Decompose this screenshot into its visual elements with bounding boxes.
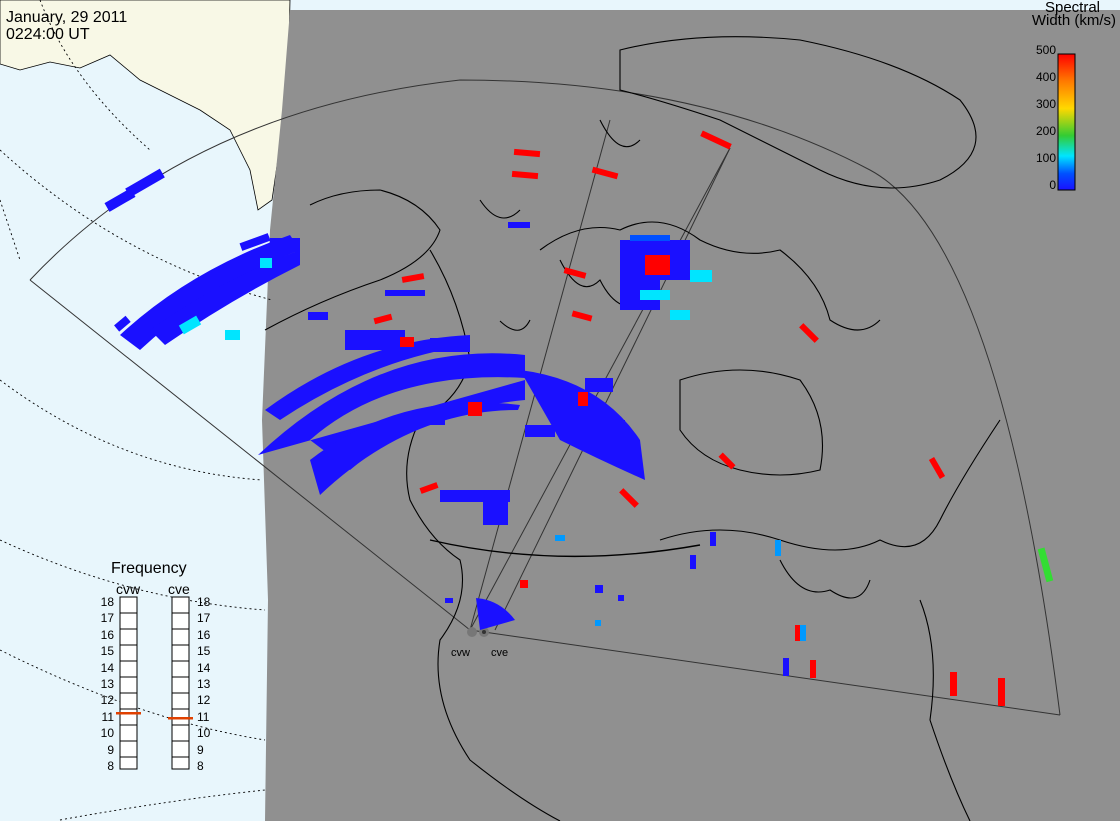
frequency-tick-label: 16 <box>100 627 114 642</box>
frequency-tick-label: 17 <box>197 611 211 626</box>
colorbar-tick: 300 <box>1035 97 1056 111</box>
date-label: January, 29 2011 <box>6 9 128 26</box>
frequency-tick-label: 13 <box>197 677 211 691</box>
frequency-tick-label: 14 <box>100 660 114 675</box>
frequency-tick-label: 8 <box>197 759 204 773</box>
frequency-tick-label: 13 <box>100 677 114 691</box>
scatter-band-east <box>520 370 645 480</box>
night-terminator-region <box>262 10 1120 821</box>
frequency-tick-label: 11 <box>197 709 210 724</box>
frequency-tick-label: 15 <box>197 644 211 659</box>
scatter-near-radar <box>415 410 555 630</box>
frequency-tick-label: 17 <box>100 611 114 626</box>
radar-site-cvw <box>467 627 477 637</box>
scatter-blue-streaks <box>308 222 789 676</box>
radar-label-cvw: cvw <box>451 647 470 659</box>
frequency-tick-label: 9 <box>197 742 204 757</box>
frequency-tick-label: 15 <box>100 644 114 659</box>
frequency-tick-label: 14 <box>197 660 211 675</box>
colorbar-title-units: Width (km/s) <box>1031 12 1116 29</box>
frequency-tick-label: 16 <box>197 627 211 642</box>
colorbar-title: Spectral <box>1044 0 1100 16</box>
frequency-bar-cvw <box>119 596 138 770</box>
colorbar-tick: 100 <box>1035 151 1056 165</box>
frequency-radar-cvw: cvw <box>116 581 141 597</box>
frequency-radar-cve: cve <box>168 581 190 597</box>
frequency-tick-label: 10 <box>197 726 211 741</box>
frequency-tick-label: 11 <box>101 709 114 724</box>
frequency-tick-label: 12 <box>100 693 114 708</box>
colorbar-tick: 500 <box>1035 43 1056 57</box>
scatter-arctic-cluster <box>620 235 712 320</box>
frequency-tick-label: 18 <box>100 595 114 609</box>
frequency-tick-label: 9 <box>107 742 114 757</box>
frequency-title: Frequency <box>111 560 187 577</box>
frequency-tick-label: 12 <box>197 693 211 708</box>
colorbar-gradient <box>1057 53 1076 191</box>
colorbar-tick: 200 <box>1035 124 1056 138</box>
colorbar-tick: 400 <box>1035 70 1056 84</box>
frequency-tick-label: 10 <box>100 726 114 741</box>
radar-label-cve: cve <box>491 647 509 659</box>
frequency-tick-label: 8 <box>107 759 114 773</box>
time-label: 0224:00 UT <box>6 26 90 43</box>
colorbar-tick: 0 <box>1049 178 1056 192</box>
scatter-light-blue-streaks <box>555 535 806 641</box>
radar-site-center <box>482 630 486 634</box>
scatter-alaska-cyan <box>178 258 272 340</box>
frequency-bar-cve <box>171 596 190 770</box>
scatter-green-streak <box>1037 547 1054 583</box>
frequency-tick-label: 18 <box>197 595 211 609</box>
scatter-red-streaks <box>373 130 1005 706</box>
latitude-grid <box>0 0 273 821</box>
coastlines <box>264 36 1001 821</box>
country-border <box>429 539 701 558</box>
